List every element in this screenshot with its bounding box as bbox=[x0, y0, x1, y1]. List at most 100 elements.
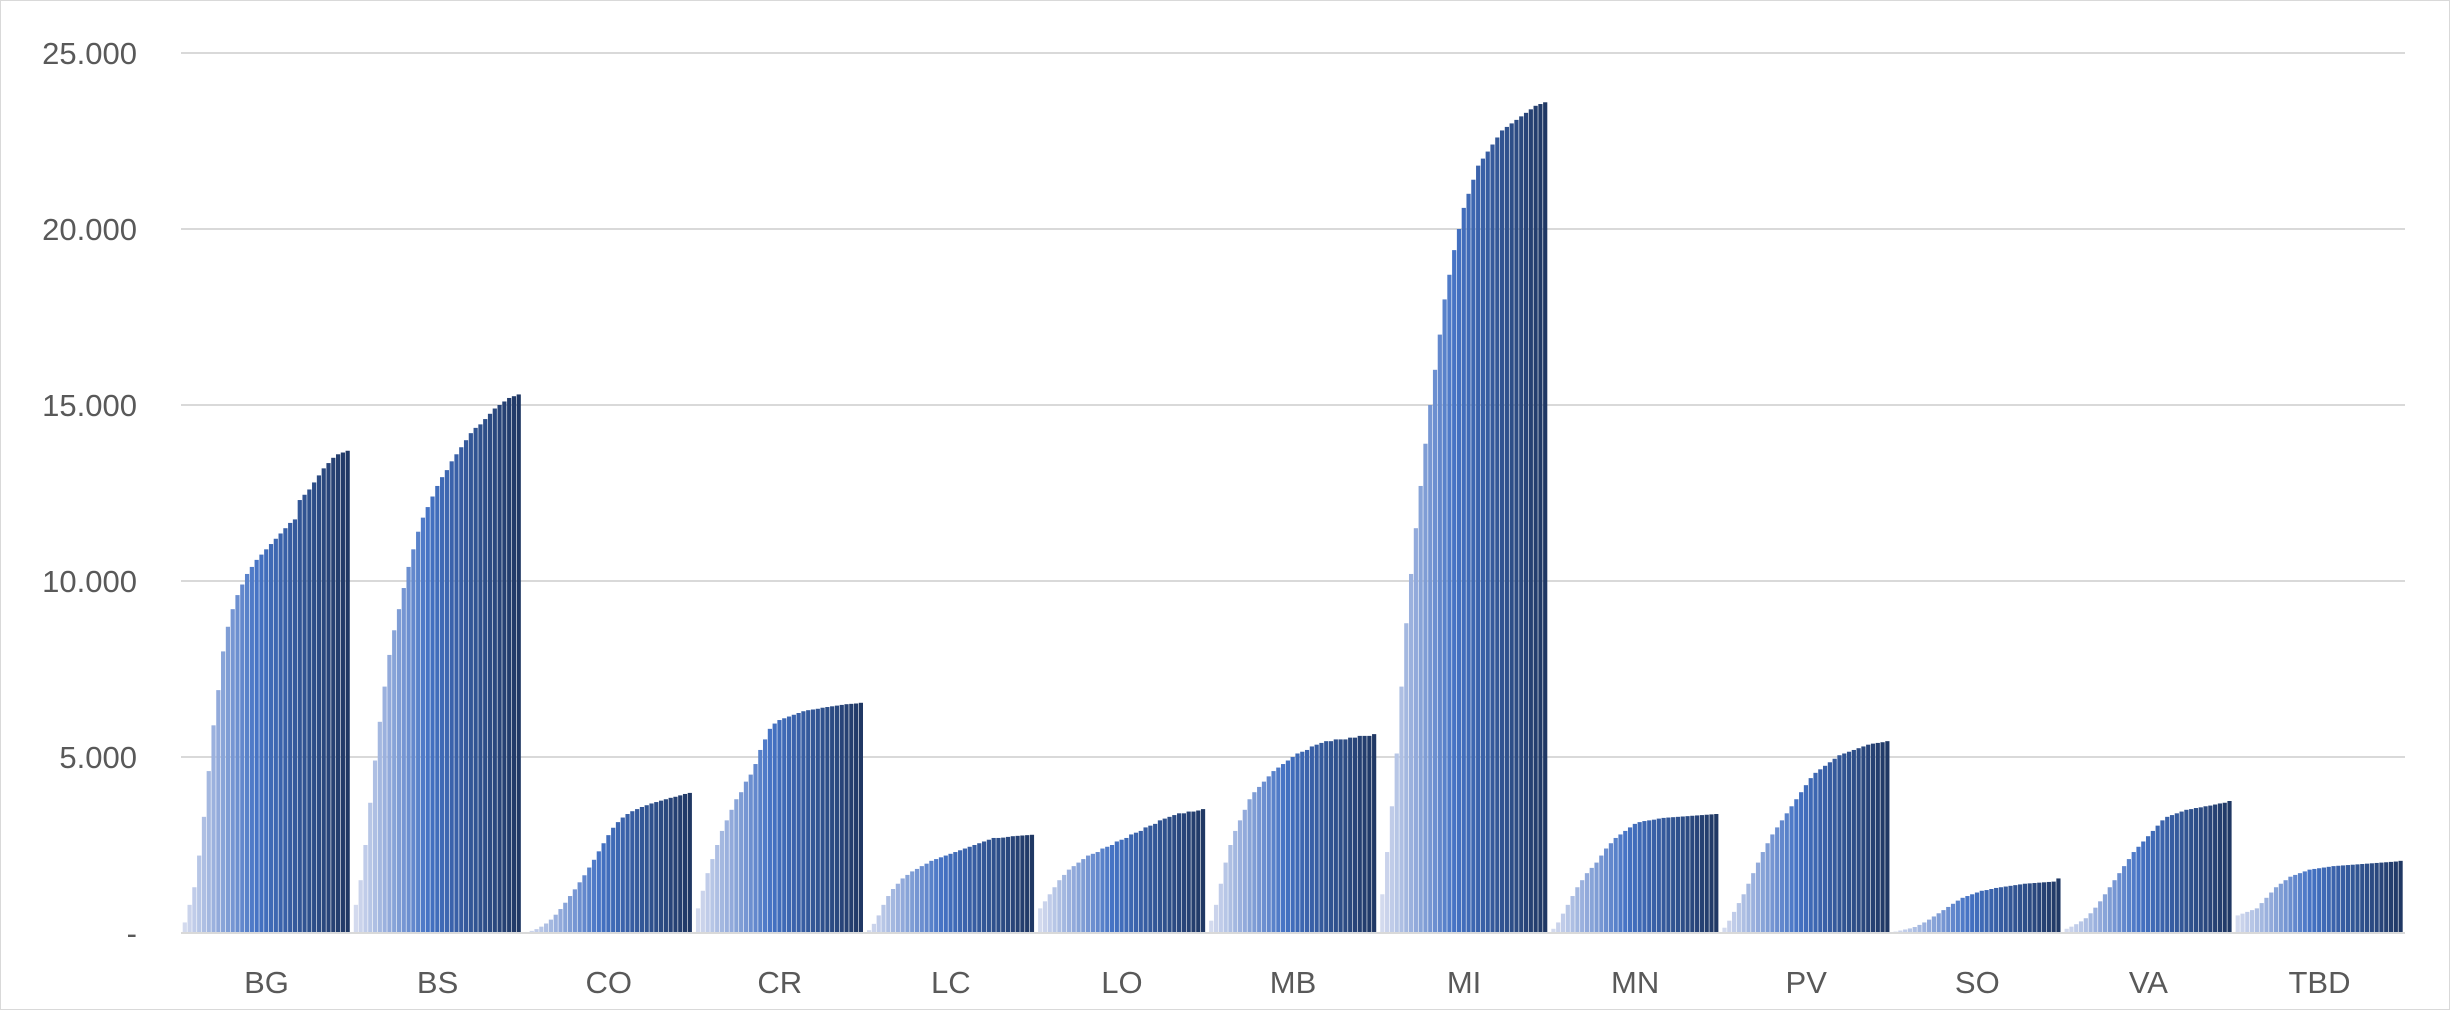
bar bbox=[336, 454, 341, 933]
bar bbox=[2179, 811, 2184, 933]
bar bbox=[1851, 749, 1856, 933]
bar bbox=[1200, 809, 1206, 933]
bar bbox=[2198, 807, 2203, 933]
bar bbox=[1842, 753, 1847, 933]
y-axis-tick-labels: - 5.000 10.000 15.000 20.000 25.000 bbox=[42, 36, 137, 951]
x-tick-label: LC bbox=[931, 965, 971, 1000]
bar bbox=[839, 704, 844, 933]
bar bbox=[1129, 834, 1134, 933]
bar bbox=[1885, 741, 1890, 933]
bar bbox=[2297, 873, 2303, 933]
bar bbox=[1114, 841, 1119, 933]
bar bbox=[216, 690, 221, 933]
bar-group-tbd bbox=[2235, 860, 2403, 933]
bar bbox=[867, 930, 872, 933]
bar bbox=[1813, 772, 1818, 933]
bar bbox=[487, 413, 493, 933]
bar bbox=[1727, 920, 1732, 933]
bar bbox=[201, 816, 207, 933]
bar bbox=[938, 857, 944, 933]
bar bbox=[834, 705, 840, 933]
bar bbox=[1437, 334, 1442, 934]
bar bbox=[2364, 863, 2370, 933]
bar bbox=[767, 728, 772, 933]
bar bbox=[1276, 767, 1281, 933]
bar bbox=[497, 405, 502, 933]
bar bbox=[2302, 871, 2307, 933]
bar bbox=[654, 802, 659, 933]
bar bbox=[1314, 744, 1319, 933]
bar bbox=[1167, 816, 1172, 933]
bar bbox=[791, 714, 796, 933]
bar bbox=[2360, 864, 2365, 933]
bar bbox=[558, 909, 563, 933]
bar bbox=[548, 919, 554, 933]
bar bbox=[2117, 873, 2122, 933]
bar bbox=[372, 760, 378, 933]
bar bbox=[2022, 883, 2027, 933]
bar bbox=[644, 805, 649, 933]
bar bbox=[2013, 885, 2018, 933]
bar bbox=[1143, 827, 1148, 933]
bar bbox=[1746, 883, 1751, 933]
bar bbox=[1680, 816, 1685, 933]
bar bbox=[387, 654, 392, 933]
bar bbox=[221, 651, 226, 933]
bar bbox=[919, 866, 924, 933]
bar bbox=[1247, 799, 1252, 933]
bar bbox=[1685, 816, 1690, 933]
bar bbox=[2393, 861, 2398, 933]
bar bbox=[1538, 104, 1543, 934]
bar bbox=[967, 846, 972, 933]
bar bbox=[1642, 821, 1647, 933]
bar bbox=[1352, 737, 1358, 933]
bar bbox=[1955, 900, 1960, 933]
bar bbox=[273, 538, 278, 933]
bar bbox=[2293, 874, 2298, 933]
bar bbox=[1062, 874, 1067, 933]
bar bbox=[753, 764, 758, 933]
bar bbox=[1010, 836, 1015, 933]
bar bbox=[1604, 848, 1609, 933]
bar bbox=[516, 394, 521, 933]
bar bbox=[454, 454, 459, 933]
bar bbox=[615, 822, 621, 933]
bar bbox=[739, 792, 744, 933]
bar bbox=[2051, 881, 2056, 933]
bar bbox=[2155, 825, 2160, 933]
bar bbox=[1057, 880, 1062, 933]
bar bbox=[1285, 760, 1290, 933]
bar bbox=[1623, 830, 1628, 933]
bar bbox=[1372, 734, 1377, 933]
bar bbox=[1837, 755, 1842, 933]
bar bbox=[302, 494, 307, 933]
bar bbox=[2379, 862, 2384, 933]
bar bbox=[2227, 801, 2232, 933]
bar bbox=[307, 489, 312, 933]
bar bbox=[2102, 894, 2108, 933]
bar bbox=[2184, 809, 2189, 933]
bar bbox=[815, 708, 820, 933]
bar bbox=[606, 835, 611, 933]
bar bbox=[1148, 825, 1153, 933]
bar bbox=[1385, 852, 1390, 933]
bar bbox=[1770, 834, 1775, 933]
bar bbox=[2083, 918, 2088, 933]
bar bbox=[1627, 827, 1633, 933]
bar bbox=[820, 707, 825, 933]
bar bbox=[2208, 805, 2213, 933]
bar bbox=[658, 800, 664, 933]
bar bbox=[611, 827, 616, 933]
bar bbox=[230, 609, 235, 933]
bar bbox=[2018, 884, 2023, 933]
bar bbox=[1052, 887, 1057, 933]
bar bbox=[1452, 250, 1457, 933]
bar bbox=[958, 850, 963, 933]
bar bbox=[363, 845, 368, 933]
bar bbox=[2189, 809, 2194, 933]
bar bbox=[1741, 894, 1746, 933]
bar bbox=[1266, 776, 1271, 933]
bar bbox=[321, 468, 326, 933]
bar bbox=[786, 716, 792, 933]
